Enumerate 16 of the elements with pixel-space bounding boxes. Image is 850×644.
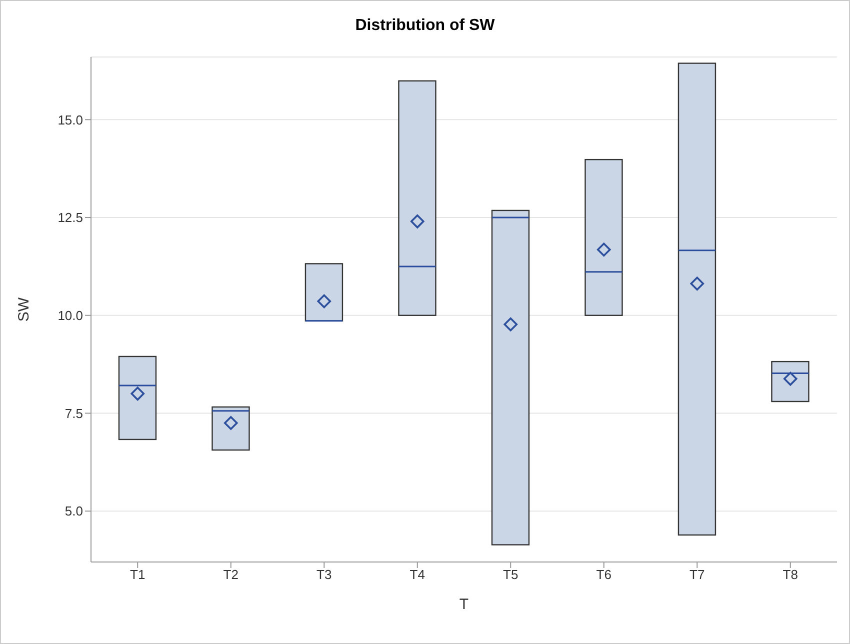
x-axis-title: T: [459, 596, 469, 613]
x-tick-label: T2: [223, 567, 238, 582]
y-tick-label: 15.0: [58, 112, 83, 128]
x-tick-label: T7: [690, 567, 705, 582]
chart-title: Distribution of SW: [354, 17, 496, 36]
x-tick-label: T8: [782, 567, 798, 582]
y-tick-label: 5.0: [64, 504, 83, 519]
x-tick-label: T4: [410, 567, 425, 582]
y-tick-label: 10.0: [58, 308, 83, 323]
x-tick-label: T6: [596, 567, 612, 582]
x-tick-label: T3: [316, 567, 332, 582]
y-axis-title: SW: [15, 296, 32, 322]
x-tick-label: T5: [503, 567, 518, 582]
y-tick-label: 7.5: [64, 406, 83, 421]
x-tick-label: T1: [130, 567, 146, 582]
y-tick-label: 12.5: [58, 210, 83, 226]
